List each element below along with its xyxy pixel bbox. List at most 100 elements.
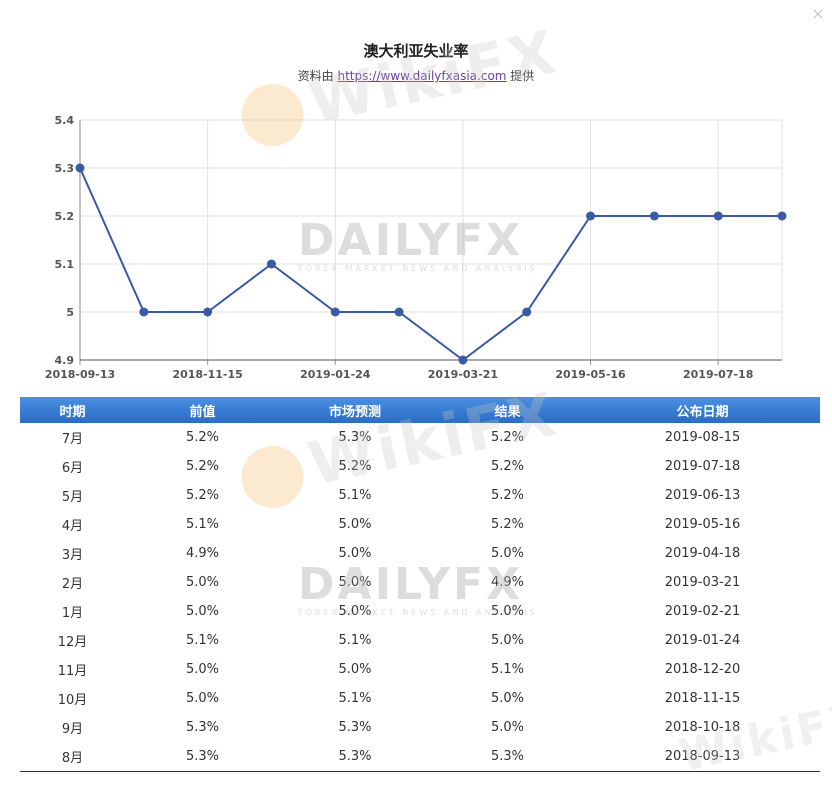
cell-release-date: 2019-08-15 (664, 430, 741, 445)
table-row: 5月 5.2% 5.1% 5.2% 2019-06-13 (20, 481, 820, 510)
cell-period: 3月 (61, 548, 84, 563)
cell-previous: 5.1% (185, 633, 220, 648)
cell-previous: 5.3% (125, 742, 280, 772)
cell-forecast: 5.0% (338, 517, 372, 532)
cell-actual: 5.0% (490, 633, 525, 648)
cell-previous: 5.0% (185, 662, 220, 677)
cell-forecast: 5.1% (338, 691, 372, 706)
cell-release-date: 2019-01-24 (664, 633, 741, 648)
table-row: 7月 5.2% 5.3% 5.2% 2019-08-15 (20, 423, 820, 452)
y-tick-label: 5.4 (55, 114, 75, 127)
table-row: 10月 5.0% 5.1% 5.0% 2018-11-15 (20, 684, 820, 713)
y-tick-label: 5.2 (55, 210, 75, 223)
subtitle-suffix: 提供 (506, 69, 535, 83)
cell-release-date: 2018-12-20 (664, 662, 741, 677)
data-table: 时期 前值 市场预测 结果 公布日期 7月 5.2% 5.3% 5.2% 2019-08… (20, 397, 820, 772)
cell-forecast: 5.0% (338, 575, 372, 590)
data-point (75, 163, 85, 173)
x-tick-label: 2018-11-15 (172, 368, 242, 381)
data-point (649, 211, 659, 221)
cell-release-date: 2019-04-18 (664, 546, 741, 561)
series-line (79, 167, 782, 362)
table-header-row: 时期 前值 市场预测 结果 公布日期 (20, 397, 820, 423)
x-tick-label: 2019-03-21 (428, 368, 498, 381)
cell-release-date: 2018-11-15 (664, 691, 741, 706)
cell-forecast: 5.2% (338, 459, 372, 474)
data-point (777, 211, 787, 221)
cell-actual: 5.2% (490, 488, 525, 503)
cell-previous: 4.9% (185, 546, 220, 561)
data-point (713, 211, 723, 221)
table-row: 2月 5.0% 5.0% 4.9% 2019-03-21 (20, 568, 820, 597)
source-link[interactable]: https://www.dailyfxasia.com (337, 69, 507, 83)
header-release-date: 公布日期 (585, 397, 820, 423)
cell-release-date: 2019-05-16 (664, 517, 741, 532)
cell-previous: 5.0% (185, 604, 220, 619)
table-row: 3月 4.9% 5.0% 5.0% 2019-04-18 (20, 539, 820, 568)
cell-period: 4月 (61, 519, 84, 534)
chart-title: 澳大利亚失业率 (363, 42, 469, 60)
table-row: 8月 5.3% 5.3% 5.3% 2018-09-13 (20, 742, 820, 772)
cell-release-date: 2019-02-21 (664, 604, 741, 619)
cell-previous: 5.0% (185, 575, 220, 590)
y-tick-label: 5.1 (55, 258, 75, 271)
y-tick-label: 5.3 (55, 162, 75, 175)
cell-release-date: 2019-06-13 (664, 488, 741, 503)
data-point (458, 355, 468, 365)
data-point (203, 307, 213, 317)
cell-previous: 5.0% (185, 691, 220, 706)
data-point (266, 259, 276, 269)
cell-previous: 5.2% (185, 430, 220, 445)
cell-actual: 5.0% (490, 720, 525, 735)
close-icon: × (811, 4, 825, 23)
cell-actual: 4.9% (490, 575, 525, 590)
cell-period: 7月 (61, 432, 84, 447)
cell-period: 12月 (57, 635, 88, 650)
data-point (586, 211, 596, 221)
cell-forecast: 5.3% (338, 720, 372, 735)
cell-actual: 5.1% (490, 662, 525, 677)
table-row: 11月 5.0% 5.0% 5.1% 2018-12-20 (20, 655, 820, 684)
header-actual: 结果 (430, 397, 585, 423)
cell-actual: 5.2% (490, 430, 525, 445)
cell-forecast: 5.1% (338, 488, 372, 503)
subtitle-prefix: 资料由 (297, 69, 338, 83)
cell-period: 5月 (61, 490, 84, 505)
cell-forecast: 5.1% (338, 633, 372, 648)
cell-forecast: 5.3% (338, 430, 372, 445)
data-point (522, 307, 532, 317)
cell-previous: 5.3% (185, 720, 220, 735)
cell-actual: 5.2% (490, 517, 525, 532)
cell-period: 8月 (20, 742, 125, 772)
y-tick-label: 5 (66, 306, 74, 319)
cell-forecast: 5.0% (338, 604, 372, 619)
x-tick-label: 2019-07-18 (683, 368, 753, 381)
table-row: 9月 5.3% 5.3% 5.0% 2018-10-18 (20, 713, 820, 742)
cell-actual: 5.2% (490, 459, 525, 474)
table-row: 1月 5.0% 5.0% 5.0% 2019-02-21 (20, 597, 820, 626)
cell-actual: 5.3% (430, 742, 585, 772)
cell-release-date: 2019-03-21 (664, 575, 741, 590)
y-tick-label: 4.9 (55, 354, 75, 367)
x-tick-label: 2019-05-16 (555, 368, 626, 381)
cell-forecast: 5.0% (338, 662, 372, 677)
close-button[interactable]: × (808, 4, 828, 24)
cell-previous: 5.1% (185, 517, 220, 532)
table-row: 6月 5.2% 5.2% 5.2% 2019-07-18 (20, 452, 820, 481)
cell-period: 10月 (57, 693, 88, 708)
data-table-wrapper: 时期 前值 市场预测 结果 公布日期 7月 5.2% 5.3% 5.2% 2019-08… (20, 397, 820, 772)
x-tick-label: 2018-09-13 (45, 368, 115, 381)
cell-period: 9月 (61, 722, 84, 737)
cell-previous: 5.2% (185, 488, 220, 503)
data-point (394, 307, 404, 317)
header-period: 时期 (20, 397, 125, 423)
cell-forecast: 5.3% (280, 742, 430, 772)
x-tick-label: 2019-01-24 (300, 368, 371, 381)
header-forecast: 市场预测 (280, 397, 430, 423)
table-row: 12月 5.1% 5.1% 5.0% 2019-01-24 (20, 626, 820, 655)
header-previous: 前值 (125, 397, 280, 423)
cell-release-date: 2019-07-18 (664, 459, 741, 474)
cell-actual: 5.0% (490, 604, 525, 619)
cell-actual: 5.0% (490, 546, 525, 561)
cell-previous: 5.2% (185, 459, 220, 474)
